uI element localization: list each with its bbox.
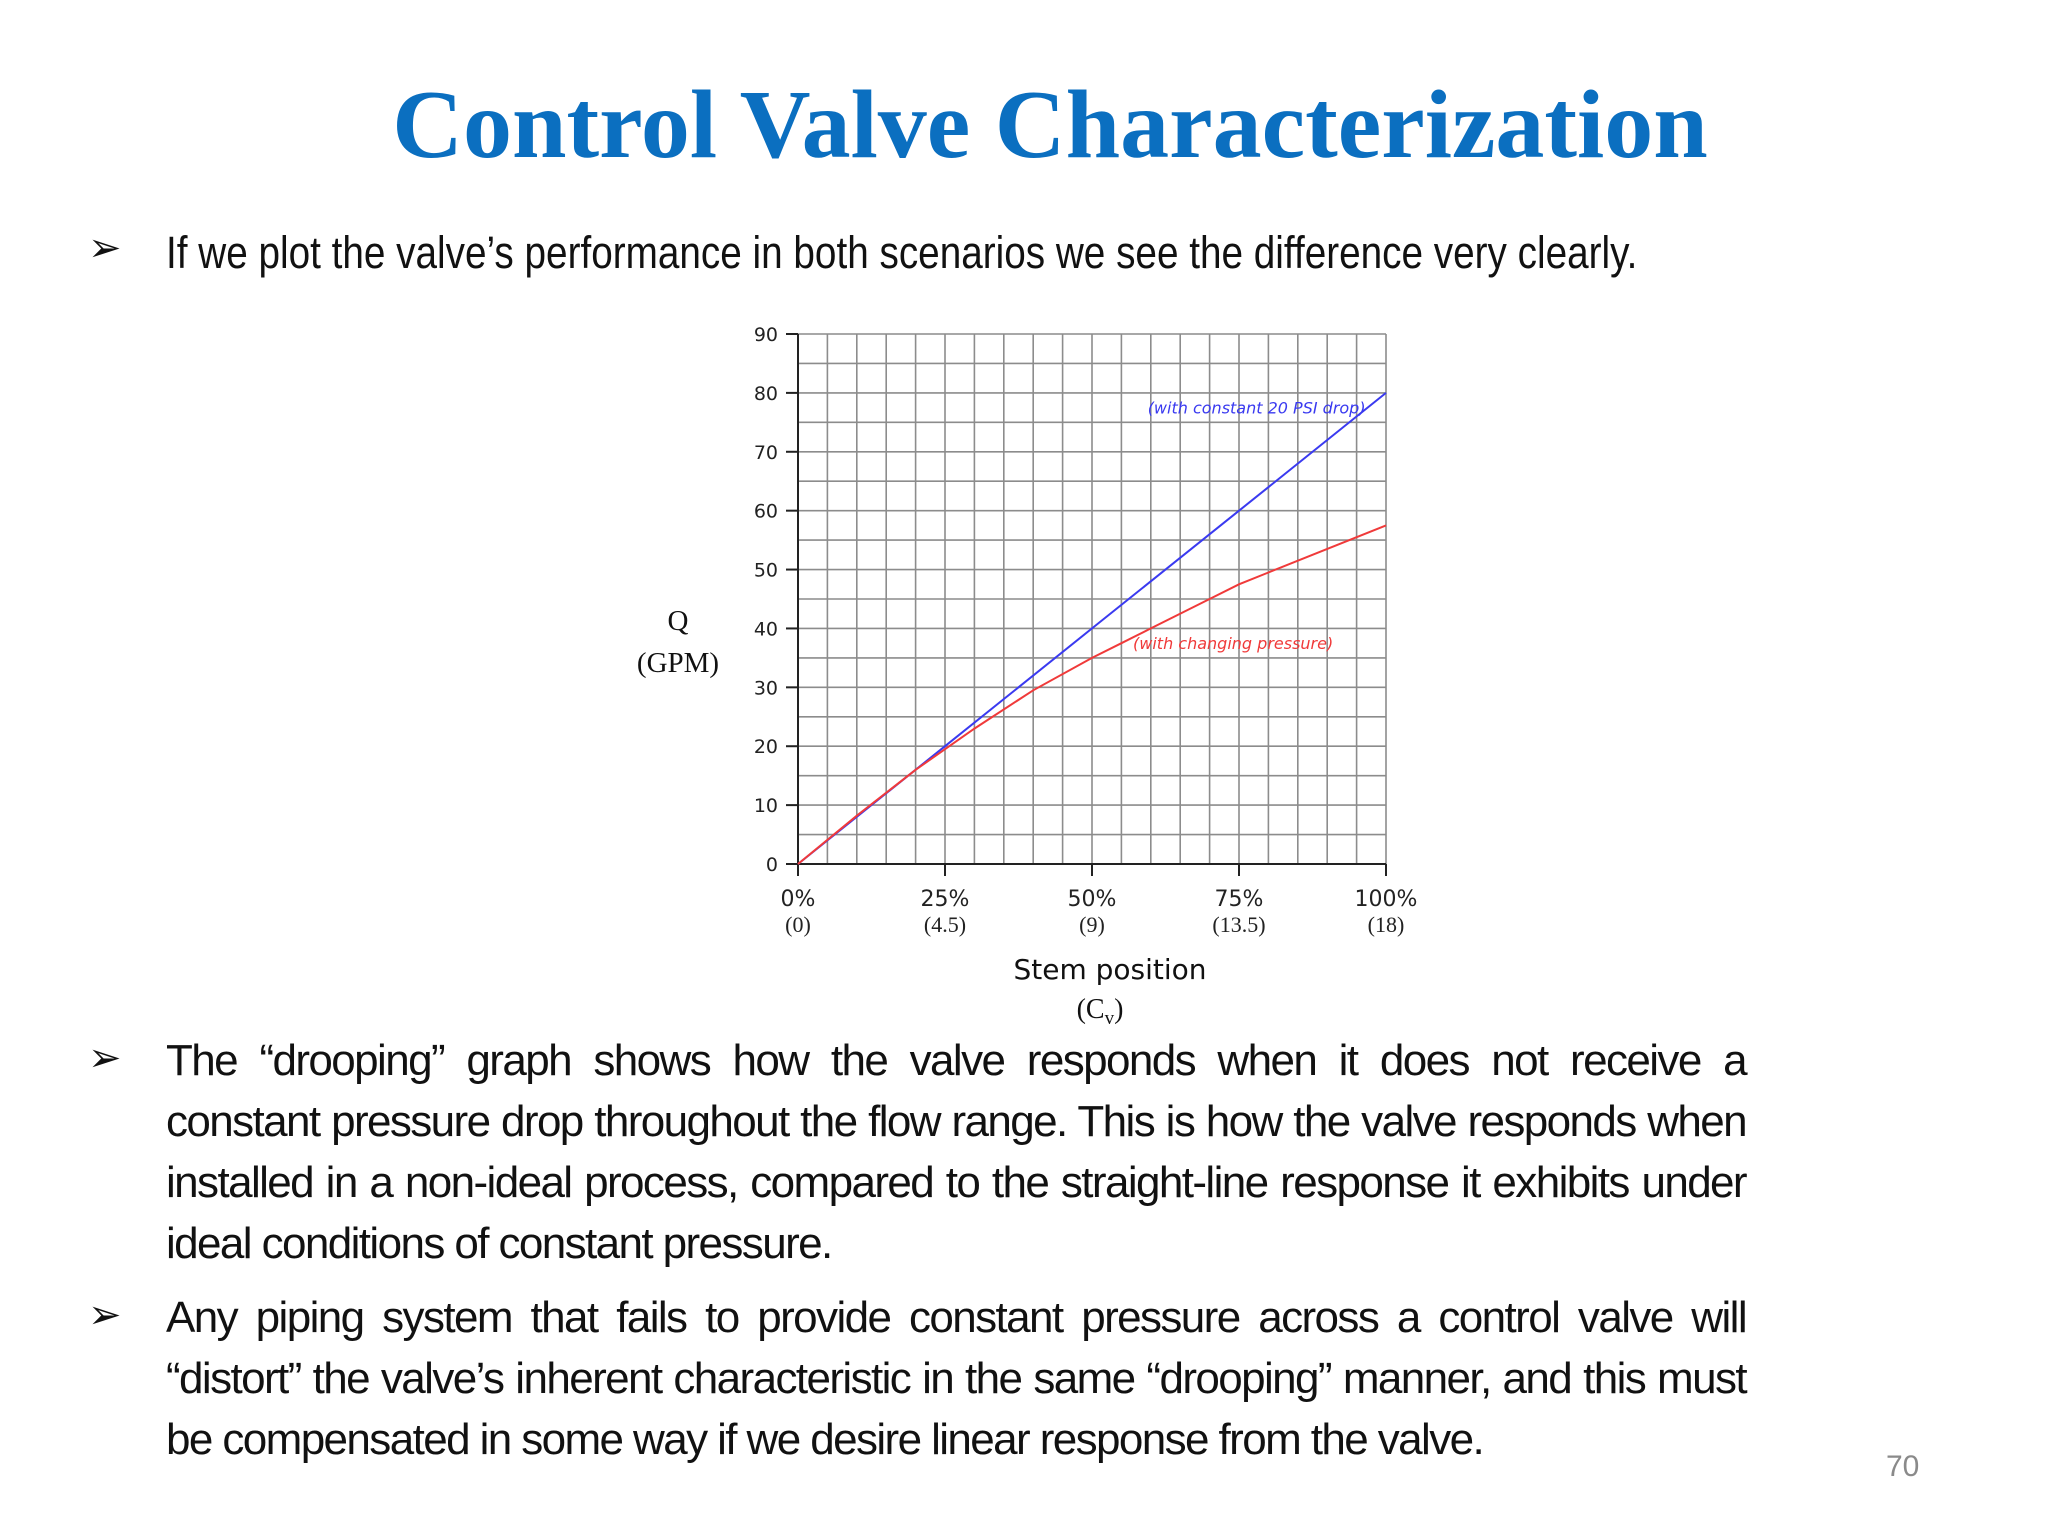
y-tick-label: 40 xyxy=(754,618,778,640)
x-tick-label: 25% xyxy=(921,887,970,912)
bullet-text-1: If we plot the valve’s performance in bo… xyxy=(166,227,1638,278)
bullet-marker: ➢ xyxy=(88,1035,122,1081)
y-tick-label: 10 xyxy=(754,795,778,817)
y-axis-label: Q xyxy=(668,605,689,637)
bullet-marker: ➢ xyxy=(88,225,122,271)
y-tick-label: 0 xyxy=(766,854,778,876)
y-tick-label: 50 xyxy=(754,560,778,582)
x-tick-label-cv: (9) xyxy=(1079,912,1105,937)
y-axis-label: (GPM) xyxy=(637,647,719,679)
slide-title: Control Valve Characterization xyxy=(392,71,1708,179)
flow-chart: 0 10 20 30 40 50 60 70 80 90 0%(0) 25%(4.5) 50%(9) 75… xyxy=(637,324,1418,1029)
page-number: 70 xyxy=(1886,1450,1920,1483)
bullet-text-3: Any piping system that fails to provide … xyxy=(166,1293,1748,1464)
x-axis-label: Stem position xyxy=(1013,953,1206,986)
y-tick-label: 80 xyxy=(754,383,778,405)
x-tick-label-cv: (0) xyxy=(785,912,811,937)
x-tick-label: 75% xyxy=(1215,887,1264,912)
y-tick-label: 60 xyxy=(754,501,778,523)
series-label-constant: (with constant 20 PSI drop) xyxy=(1148,399,1366,418)
bullet-text-2: The “drooping” graph shows how the valve… xyxy=(166,1036,1748,1268)
series-label-changing: (with changing pressure) xyxy=(1133,634,1333,653)
y-tick-label: 70 xyxy=(754,442,778,464)
x-tick-label: 50% xyxy=(1068,887,1117,912)
x-axis-sublabel: (Cv) xyxy=(1077,994,1124,1029)
x-tick-label-cv: (13.5) xyxy=(1212,912,1265,937)
x-tick-label: 0% xyxy=(781,887,816,912)
series-line-changing xyxy=(797,524,1387,865)
bullet-marker: ➢ xyxy=(88,1292,122,1338)
x-tick-label-cv: (4.5) xyxy=(924,912,966,937)
x-tick-label: 100% xyxy=(1355,887,1418,912)
y-tick-label: 90 xyxy=(754,324,778,346)
y-tick-label: 30 xyxy=(754,677,778,699)
x-tick-label-cv: (18) xyxy=(1368,912,1405,937)
y-tick-label: 20 xyxy=(754,736,778,758)
